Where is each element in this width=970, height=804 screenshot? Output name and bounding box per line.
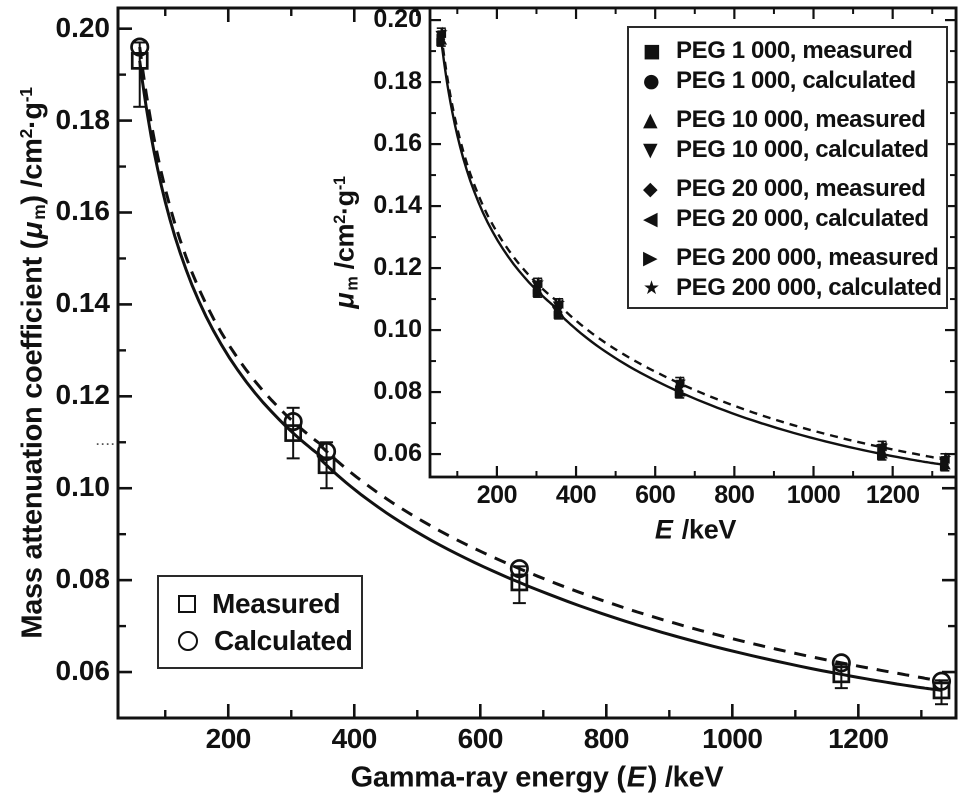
calculated-point <box>317 441 337 462</box>
legend-label: PEG 200 000, calculated <box>676 274 942 301</box>
measured-point <box>510 573 529 592</box>
measured-point <box>284 424 303 442</box>
inset-x-tick-label: 1000 <box>786 481 841 509</box>
inset-y-tick-label: 0.08 <box>373 377 422 406</box>
inset-fit-line-measured <box>440 40 946 467</box>
open-square-marker-icon <box>178 594 196 613</box>
inset-y-tick-label: 0.16 <box>373 129 422 158</box>
main-fit-line-measured <box>138 60 942 692</box>
calculated-point <box>130 37 150 57</box>
main-y-tick-label: 0.16 <box>55 195 111 227</box>
inset-x-tick-label: 400 <box>555 481 597 509</box>
main-y-tick-label: 0.10 <box>55 471 111 503</box>
label-fragment: μ <box>329 292 360 309</box>
main-y-tick-label: 0.18 <box>55 103 111 135</box>
legend-label: PEG 20 000, measured <box>676 175 926 202</box>
legend-label: PEG 10 000, calculated <box>676 136 929 163</box>
inset-x-tick-label: 1200 <box>865 481 920 509</box>
legend-label: PEG 1 000, calculated <box>676 67 916 94</box>
measured-point <box>832 665 851 684</box>
label-fragment: -1 <box>15 87 36 103</box>
filled-circle-marker-icon: ● <box>643 70 660 92</box>
star-marker-icon: ★ <box>643 277 661 299</box>
measured-point <box>130 51 149 70</box>
legend-row-calculated: Calculated <box>178 624 361 656</box>
label-fragment: ) /cm <box>16 138 49 205</box>
legend-label: Measured <box>212 587 341 619</box>
legend-label: PEG 200 000, measured <box>676 244 939 271</box>
triangle-right-marker-icon: ▶ <box>643 247 658 269</box>
inset-legend: ■ PEG 1 000, measured ● PEG 1 000, calcu… <box>627 26 948 309</box>
main-x-axis-label: Gamma-ray energy (E) /keV <box>351 762 724 795</box>
diamond-marker-icon: ◆ <box>643 178 658 200</box>
triangle-left-marker-icon: ◀ <box>643 208 658 230</box>
calculated-point <box>831 653 851 673</box>
label-fragment: /keV <box>674 514 737 545</box>
legend-row: ▲ PEG 10 000, measured <box>641 105 946 135</box>
main-x-tick-label: 400 <box>331 723 378 754</box>
inset-x-tick-label: 200 <box>476 481 518 509</box>
inset-y-tick-label: 0.18 <box>373 67 422 96</box>
measured-point <box>317 456 336 475</box>
label-fragment: 2 <box>330 215 349 224</box>
legend-row: ● PEG 1 000, calculated <box>641 66 946 96</box>
inset-x-tick-label: 600 <box>635 481 676 509</box>
open-circle-marker-icon <box>178 630 198 651</box>
legend-row: ◆ PEG 20 000, measured <box>641 174 946 204</box>
main-x-tick-label: 1200 <box>828 723 889 754</box>
legend-label: PEG 1 000, measured <box>676 37 913 64</box>
legend-label: PEG 10 000, measured <box>676 106 926 133</box>
main-x-tick-label: 200 <box>205 723 252 754</box>
main-y-tick-label: 0.08 <box>55 563 111 595</box>
label-fragment: -1 <box>330 176 349 191</box>
calculated-point <box>283 412 303 432</box>
legend-row: ◀ PEG 20 000, calculated <box>641 204 946 234</box>
filled-square-marker-icon: ■ <box>643 40 661 62</box>
main-x-tick-label: 1000 <box>702 723 763 754</box>
main-x-tick-label: 800 <box>583 723 630 754</box>
label-fragment: Gamma-ray energy ( <box>350 761 626 794</box>
calculated-point <box>509 559 529 579</box>
main-y-tick-label: 0.20 <box>55 11 111 43</box>
inset-y-tick-label: 0.12 <box>373 253 422 282</box>
inset-y-tick-label: 0.20 <box>373 5 422 34</box>
inset-y-tick-label: 0.10 <box>373 315 422 344</box>
inset-y-tick-label: 0.14 <box>373 191 422 220</box>
legend-label: Calculated <box>214 624 353 656</box>
scan-noise-dots: ···· <box>96 437 116 451</box>
inset-fit-line-calculated <box>440 33 946 461</box>
triangle-up-marker-icon: ▲ <box>643 109 658 131</box>
label-fragment: E <box>626 761 646 794</box>
inset-x-tick-label: 800 <box>714 481 755 509</box>
calculated-point <box>931 671 952 691</box>
main-y-axis-label: Mass attenuation coefficient (μm) /cm2·g… <box>16 87 50 638</box>
label-fragment: ) /keV <box>647 761 724 794</box>
main-y-tick-label: 0.06 <box>55 655 111 687</box>
main-legend: Measured Calculated <box>157 575 363 669</box>
label-fragment: 2 <box>15 129 36 139</box>
legend-label: PEG 20 000, calculated <box>676 205 929 232</box>
main-x-tick-label: 600 <box>457 723 504 754</box>
legend-row: ■ PEG 1 000, measured <box>641 36 946 66</box>
label-fragment: E <box>654 514 673 545</box>
legend-row-measured: Measured <box>178 587 361 619</box>
legend-row: ▶ PEG 200 000, measured <box>641 243 946 273</box>
main-y-tick-label: 0.12 <box>55 379 111 411</box>
legend-row: ▼ PEG 10 000, calculated <box>641 135 946 165</box>
legend-row: ★ PEG 200 000, calculated <box>641 273 946 303</box>
main-y-tick-label: 0.14 <box>55 287 111 319</box>
triangle-down-marker-icon: ▼ <box>643 139 658 161</box>
inset-y-tick-label: 0.06 <box>373 439 422 468</box>
measured-point <box>932 681 951 700</box>
main-fit-line-calculated <box>138 46 942 683</box>
inset-x-axis-label: E /keV <box>654 514 737 546</box>
